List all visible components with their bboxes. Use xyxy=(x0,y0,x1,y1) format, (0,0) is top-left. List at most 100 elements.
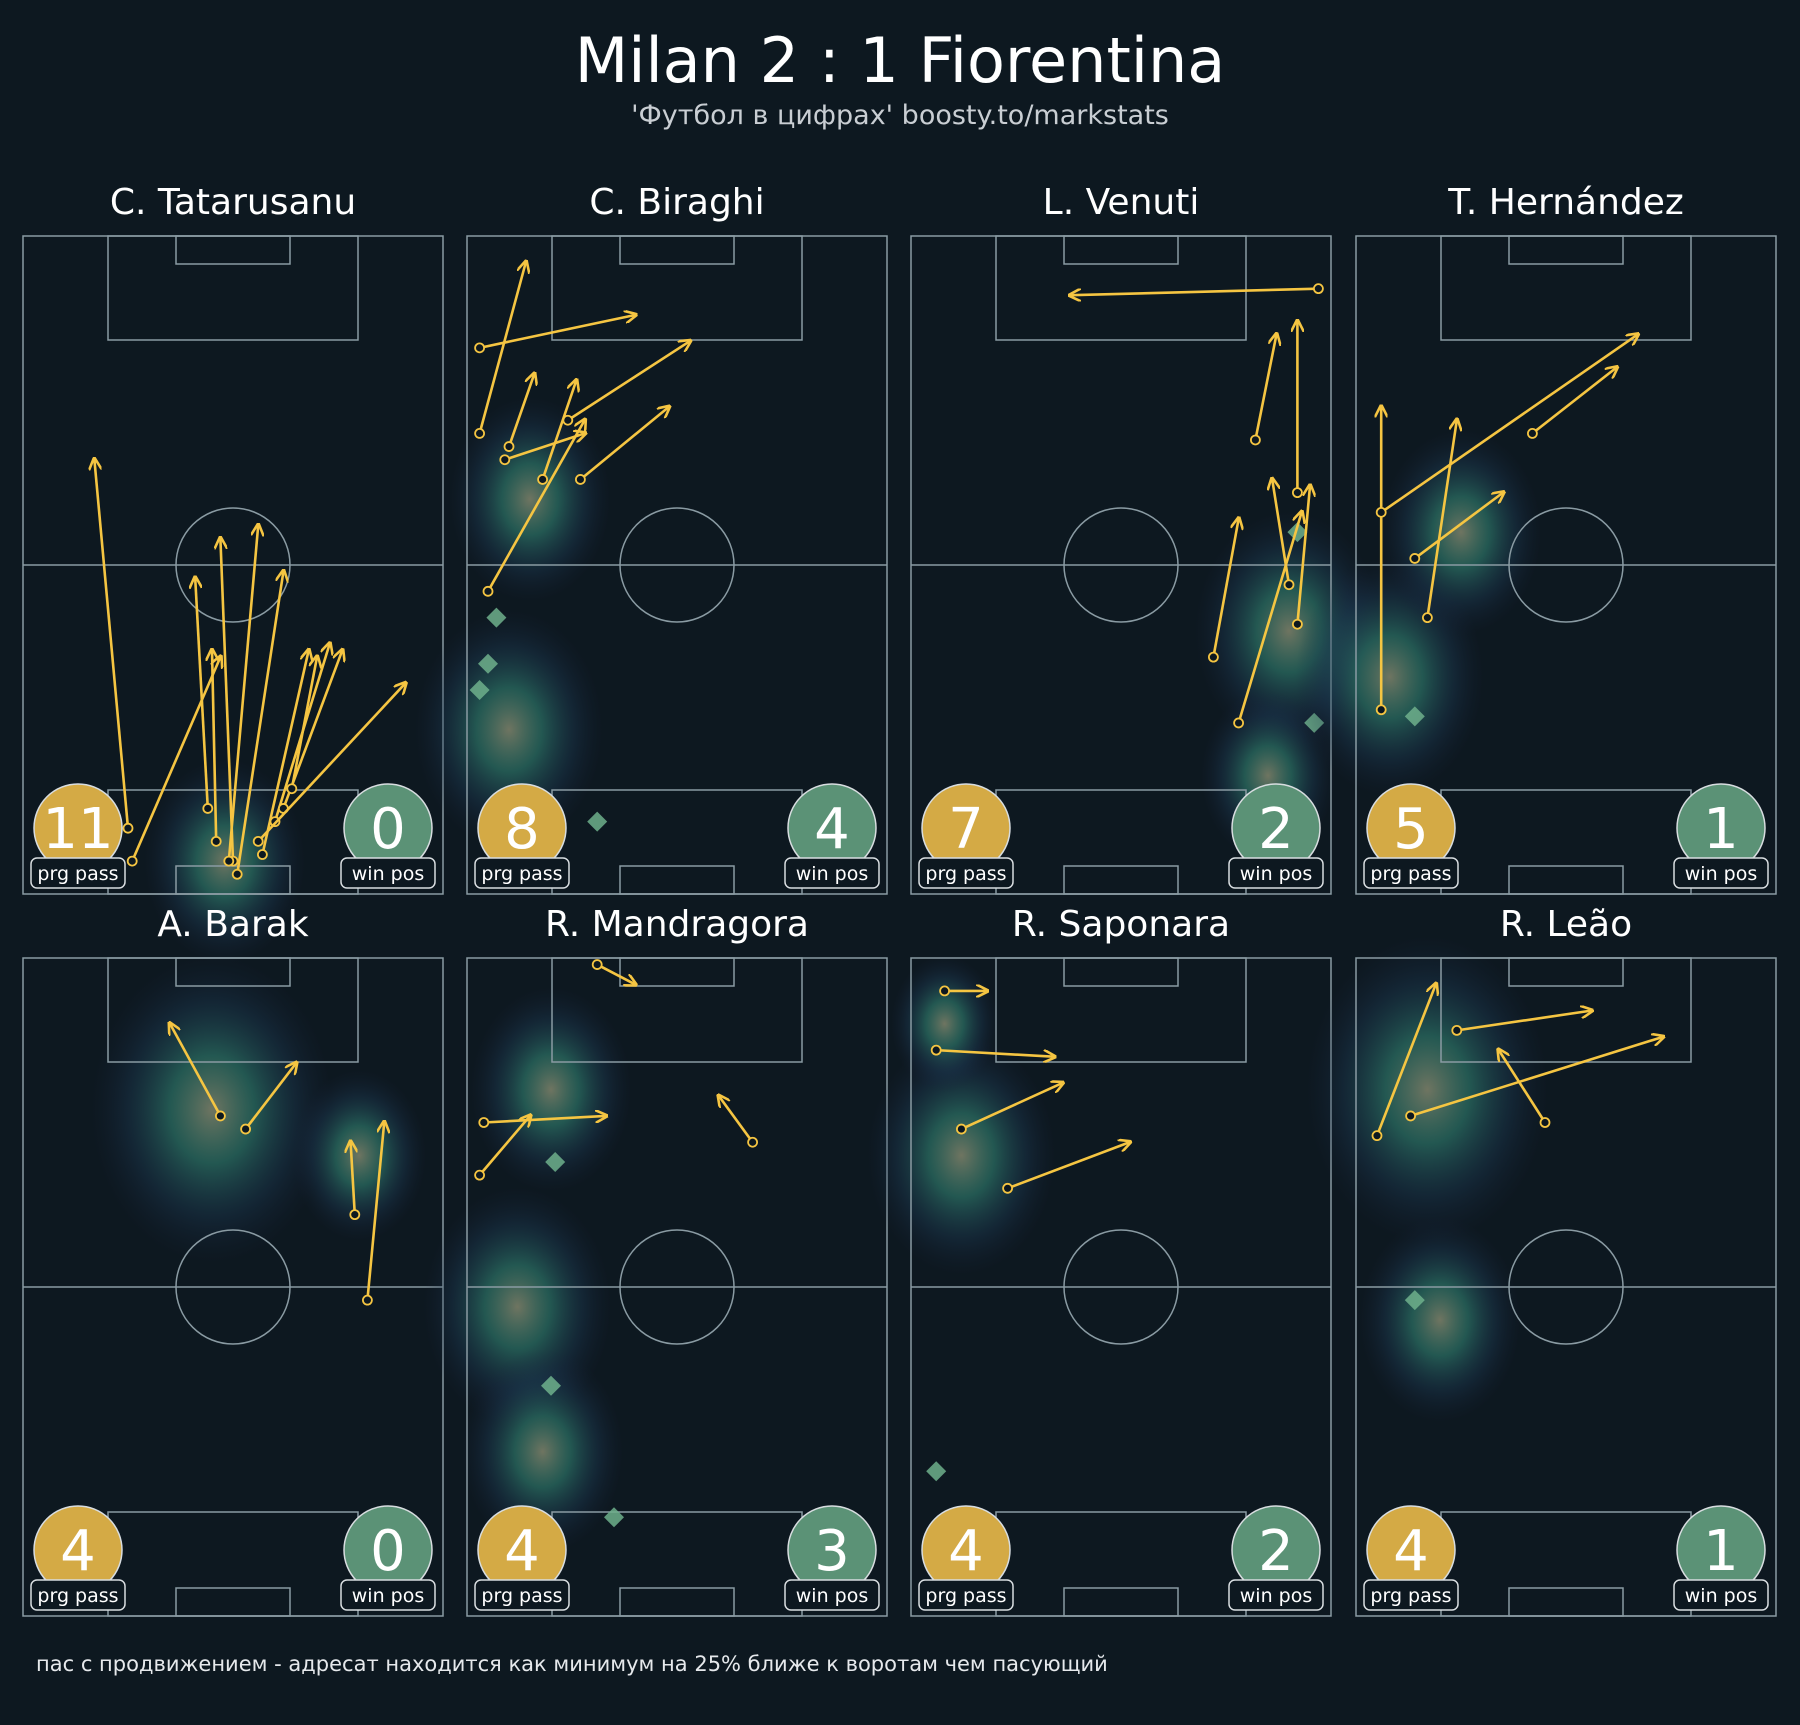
pass-origin-dot xyxy=(1451,1024,1463,1036)
progressive-pass-arrow xyxy=(1426,420,1456,618)
pass-origin-dot xyxy=(1313,283,1324,295)
pass-origin-dot xyxy=(126,855,138,867)
pass-origin-dot xyxy=(210,835,222,847)
footnote: пас с продвижением - адресат находится к… xyxy=(36,1652,1108,1676)
prg-pass-count: 11 xyxy=(42,797,113,862)
win-pos-count: 0 xyxy=(370,1519,406,1584)
penalty-box-top xyxy=(1440,235,1692,341)
center-circle xyxy=(1508,507,1624,623)
progressive-pass-arrow xyxy=(507,374,534,447)
player-name: R. Saponara xyxy=(1012,904,1230,945)
goal-box-top xyxy=(1508,235,1624,265)
win-pos-count: 3 xyxy=(814,1519,850,1584)
win-pos-label-box xyxy=(1673,857,1769,889)
progressive-pass-arrow xyxy=(1531,368,1616,435)
heatmap-blob xyxy=(1380,429,1542,635)
pass-origin-dot xyxy=(474,1169,486,1181)
pass-origin-dot xyxy=(286,783,298,795)
heatmap-blob xyxy=(1306,935,1549,1244)
progressive-pass-arrow xyxy=(170,1024,222,1117)
goal-box-bottom xyxy=(1508,1587,1624,1617)
penalty-box-bottom xyxy=(1440,1511,1692,1617)
heatmap-blob xyxy=(291,1069,427,1241)
prg-pass-label: prg pass xyxy=(481,1585,562,1607)
heatmap-blob xyxy=(470,986,632,1193)
chart-title: Milan 2 : 1 Fiorentina xyxy=(574,24,1226,97)
win-position-marker xyxy=(1404,1290,1425,1311)
pass-origin-dot xyxy=(223,855,235,867)
win-pos-label: win pos xyxy=(1240,1585,1312,1607)
pass-origin-dot xyxy=(1292,487,1303,499)
win-position-marker xyxy=(486,607,507,628)
win-pos-count: 1 xyxy=(1703,1519,1739,1584)
progressive-pass-arrow xyxy=(960,1083,1062,1131)
pass-origin-dot xyxy=(474,427,486,439)
progressive-pass-arrow xyxy=(290,657,317,789)
prg-pass-label: prg pass xyxy=(925,1585,1006,1607)
win-pos-count: 2 xyxy=(1258,1519,1294,1584)
heatmap-blob xyxy=(1359,1217,1521,1423)
progressive-pass-arrow xyxy=(504,433,585,461)
progressive-pass-arrow xyxy=(1456,1011,1591,1032)
pass-origin-dot xyxy=(214,1110,226,1122)
pass-origin-dot xyxy=(591,959,603,970)
penalty-box-bottom xyxy=(995,1511,1247,1617)
goal-box-bottom xyxy=(1063,865,1179,895)
center-circle xyxy=(1063,1229,1179,1345)
win-pos-label-box xyxy=(340,1579,436,1611)
win-position-marker xyxy=(1404,706,1425,727)
progressive-pass-arrow xyxy=(1007,1142,1130,1190)
progressive-pass-arrow xyxy=(541,381,577,480)
win-position-marker xyxy=(478,653,498,674)
win-pos-label-box xyxy=(1228,857,1324,889)
progressive-pass-arrow xyxy=(936,1048,1054,1057)
pass-origin-dot xyxy=(252,835,264,847)
win-pos-label: win pos xyxy=(352,863,424,885)
progressive-pass-arrow xyxy=(1254,335,1276,441)
progressive-pass-arrow xyxy=(1499,1050,1547,1124)
progressive-pass-arrow xyxy=(596,963,635,985)
prg-pass-label-box xyxy=(30,1579,126,1611)
heatmap-blob xyxy=(461,1348,624,1555)
pass-origin-dot xyxy=(956,1123,967,1135)
prg-pass-count: 5 xyxy=(1393,797,1429,862)
pass-origin-dot xyxy=(1283,579,1295,591)
prg-pass-label: prg pass xyxy=(1370,863,1451,885)
pass-origin-dot xyxy=(231,868,243,880)
prg-pass-label-box xyxy=(918,1579,1014,1611)
win-pos-label-box xyxy=(784,1579,880,1611)
progressive-pass-arrow xyxy=(235,572,283,875)
chart-subtitle: 'Футбол в цифрах' boosty.to/markstats xyxy=(631,100,1169,131)
progressive-pass-arrow xyxy=(212,651,216,842)
win-pos-label: win pos xyxy=(796,863,868,885)
win-pos-label: win pos xyxy=(1685,863,1757,885)
center-circle xyxy=(175,1229,291,1345)
player-name: R. Mandragora xyxy=(545,904,809,945)
progressive-pass-arrow xyxy=(1071,287,1319,296)
prg-pass-label-box xyxy=(474,1579,570,1611)
pass-origin-dot xyxy=(1233,717,1244,729)
win-pos-label: win pos xyxy=(352,1585,424,1607)
progressive-pass-arrow xyxy=(567,341,690,422)
pass-origin-dot xyxy=(1002,1182,1013,1194)
progressive-pass-arrow xyxy=(257,683,405,843)
win-pos-label: win pos xyxy=(1240,863,1312,885)
heatmap-blob xyxy=(91,955,333,1264)
pass-origin-dot xyxy=(474,342,486,354)
penalty-box-bottom xyxy=(107,1511,359,1617)
prg-pass-count: 4 xyxy=(1393,1519,1429,1584)
goal-box-bottom xyxy=(175,1587,291,1617)
goal-box-top xyxy=(1508,957,1624,987)
player-name: C. Tatarusanu xyxy=(110,182,356,223)
progressive-pass-arrow xyxy=(227,526,258,862)
goal-box-bottom xyxy=(1063,1587,1179,1617)
win-pos-count: 4 xyxy=(814,797,850,862)
player-name: C. Biraghi xyxy=(589,182,764,223)
prg-pass-label: prg pass xyxy=(481,863,562,885)
player-name: A. Barak xyxy=(157,904,309,945)
